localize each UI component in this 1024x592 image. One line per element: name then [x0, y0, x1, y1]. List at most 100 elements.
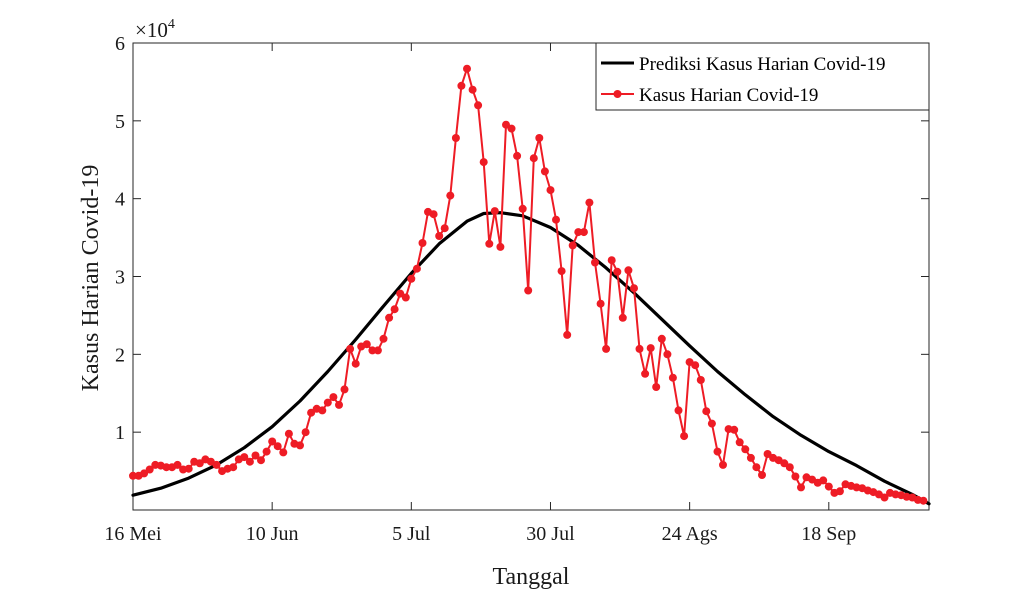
data-point: [574, 228, 583, 237]
data-point: [468, 85, 477, 94]
data-point: [579, 228, 588, 237]
data-point: [713, 447, 722, 456]
x-tick-label: 16 Mei: [104, 523, 162, 545]
data-point: [145, 465, 154, 474]
data-point: [129, 471, 137, 480]
data-point: [335, 400, 343, 409]
data-point: [835, 487, 844, 496]
data-point: [340, 385, 349, 394]
data-point: [613, 267, 622, 276]
y-multiplier: ×104: [135, 17, 175, 42]
data-point: [819, 476, 828, 485]
data-point: [474, 101, 483, 110]
data-point: [457, 81, 466, 90]
data-point: [346, 344, 355, 353]
data-point: [529, 154, 538, 163]
data-point: [824, 482, 833, 491]
data-point: [229, 463, 238, 472]
y-tick-label: 3: [115, 267, 125, 289]
data-point: [741, 445, 750, 454]
data-point: [273, 442, 282, 451]
data-point: [507, 124, 516, 133]
data-point: [479, 158, 488, 167]
data-point: [513, 151, 522, 160]
data-point: [596, 299, 605, 308]
data-point: [746, 453, 755, 462]
x-tick-label: 24 Ags: [662, 523, 718, 545]
x-tick-label: 30 Jul: [526, 523, 575, 545]
data-point: [268, 437, 277, 446]
x-tick-label: 10 Jun: [246, 523, 299, 545]
data-point: [379, 334, 388, 343]
data-point: [702, 407, 711, 416]
data-point: [546, 186, 555, 195]
data-point: [607, 256, 616, 265]
data-point: [440, 224, 449, 233]
data-point: [323, 398, 332, 407]
data-point: [451, 134, 460, 142]
data-point: [880, 493, 889, 502]
data-point: [396, 289, 405, 298]
data-point: [446, 191, 455, 200]
data-point: [646, 344, 655, 353]
data-point: [463, 64, 471, 73]
data-point: [730, 425, 739, 434]
data-point: [351, 359, 360, 368]
data-point: [707, 419, 716, 428]
data-point: [257, 456, 265, 465]
data-point: [535, 134, 544, 142]
data-point: [262, 447, 271, 456]
data-point: [301, 428, 310, 437]
data-point: [680, 432, 689, 441]
data-point: [758, 471, 766, 479]
data-point: [385, 313, 394, 322]
y-tick-label: 5: [115, 111, 125, 133]
data-point: [140, 469, 149, 478]
data-point: [618, 313, 627, 322]
data-point: [652, 383, 661, 391]
axis-ticks: 16 Mei 10 Jun 5 Jul 30 Jul 24 Ags 18 Sep 1 2 3 4 5…: [104, 33, 929, 545]
data-point: [691, 361, 700, 370]
data-point: [490, 207, 499, 216]
y-tick-label: 2: [115, 344, 125, 366]
data-point: [668, 373, 677, 382]
data-point: [663, 350, 672, 359]
data-point: [797, 483, 805, 492]
data-point: [752, 463, 761, 472]
data-point: [401, 293, 410, 302]
data-point: [418, 239, 427, 247]
y-multiplier-exponent: 4: [168, 17, 175, 32]
data-point: [552, 215, 560, 224]
data-point: [284, 429, 293, 438]
data-point: [591, 258, 599, 267]
y-axis-title: Kasus Harian Covid-19: [78, 165, 104, 392]
data-point: [329, 393, 338, 402]
data-point: [674, 406, 683, 415]
data-point: [435, 232, 444, 240]
data-point: [585, 198, 594, 207]
data-point: [735, 438, 744, 447]
data-point: [173, 460, 182, 469]
data-point: [496, 242, 505, 251]
data-point: [368, 346, 377, 355]
legend-label-prediction: Prediksi Kasus Harian Covid-19: [639, 54, 885, 75]
data-point: [390, 305, 399, 314]
data-point: [279, 448, 288, 457]
data-point: [540, 167, 549, 176]
data-point: [407, 274, 416, 283]
series-layer: [129, 64, 931, 506]
y-tick-label: 1: [115, 422, 125, 444]
y-tick-label: 6: [115, 33, 125, 55]
data-point: [184, 464, 193, 473]
data-point: [719, 460, 727, 469]
data-point: [429, 210, 438, 219]
y-multiplier-base: ×10: [135, 18, 168, 42]
legend: Prediksi Kasus Harian Covid-19 Kasus Har…: [595, 42, 930, 111]
data-point: [657, 334, 666, 343]
data-point: [296, 441, 304, 450]
data-point: [307, 408, 316, 417]
data-point: [212, 460, 221, 469]
data-point: [195, 459, 204, 468]
data-point: [602, 344, 611, 353]
